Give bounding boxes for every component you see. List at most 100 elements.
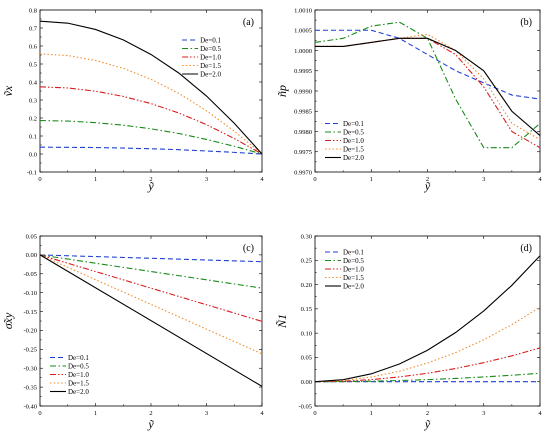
y-tick-label: -0.25 (23, 347, 37, 354)
legend-label: De=0.5 (343, 128, 364, 136)
y-tick-label: 1.0005 (294, 28, 312, 35)
panel-label: (d) (520, 243, 532, 254)
y-tick-label: -0.15 (23, 309, 37, 316)
x-tick-label: 1 (94, 410, 97, 417)
legend-label: De=0.5 (200, 45, 221, 53)
chart-panel-1: 0 1 2 3 4 0.9970 0.9975 0.9980 0.9985 0.9990 0.999… (275, 7, 542, 193)
y-tick-label: 0.0 (29, 151, 37, 158)
y-axis-label: Ñ1 (275, 314, 289, 329)
y-axis-label: σ̃xy (1, 312, 15, 329)
x-tick-label: 0 (313, 176, 316, 183)
y-tick-label: 0.1 (29, 133, 37, 140)
y-tick-label: 0.9990 (294, 88, 312, 95)
legend-label: De=1.0 (343, 137, 364, 145)
y-tick-label: -0.1 (27, 169, 37, 176)
y-tick-label: 0.30 (301, 233, 312, 240)
series-line-1 (39, 119, 263, 155)
series-line-4 (315, 37, 541, 136)
x-tick-label: 3 (205, 410, 208, 417)
series-line-4 (39, 20, 263, 155)
chart-panel-3: 0 1 2 3 4 -0.05 0.00 0.05 0.10 0.15 0.20 0.25 0.30 De… (275, 233, 542, 431)
legend-label: De=1.0 (68, 371, 89, 379)
x-tick-label: 4 (260, 176, 264, 183)
y-tick-label: -0.05 (23, 271, 37, 278)
legend-label: De=0.5 (68, 362, 89, 370)
x-tick-label: 4 (538, 410, 542, 417)
series-line-2 (39, 254, 263, 322)
x-tick-label: 4 (538, 176, 542, 183)
x-axis-label: ỹ (424, 179, 431, 193)
x-tick-label: 3 (205, 176, 208, 183)
x-axis-label: ỹ (147, 179, 154, 193)
legend-label: De=0.1 (343, 248, 364, 256)
y-tick-label: -0.05 (298, 403, 312, 410)
legend-label: De=2.0 (343, 154, 364, 162)
x-tick-label: 2 (426, 410, 429, 417)
y-tick-label: 1.0010 (294, 7, 312, 14)
x-axis-label: ỹ (424, 417, 431, 431)
y-tick-label: 0.9995 (294, 68, 312, 75)
series-line-4 (39, 254, 263, 387)
chart-panel-2: 0 1 2 3 4 -0.40 -0.35 -0.30 -0.25 -0.20 -0.15 -0.10… (1, 233, 264, 431)
y-tick-label: 0.20 (301, 282, 312, 289)
legend-label: De=1.5 (343, 274, 364, 282)
y-tick-label: 0.7 (29, 25, 38, 32)
legend-label: De=1.5 (68, 379, 89, 387)
legend-label: De=0.1 (343, 120, 364, 128)
legend-label: De=0.1 (68, 354, 89, 362)
y-tick-label: 0.05 (301, 355, 312, 362)
legend-label: De=2.0 (343, 282, 364, 290)
series-line-0 (39, 254, 263, 263)
x-tick-label: 0 (313, 410, 316, 417)
y-tick-label: 0.4 (29, 79, 38, 86)
x-tick-label: 1 (370, 176, 373, 183)
y-tick-label: 1.0000 (294, 48, 312, 55)
series-line-3 (314, 306, 541, 383)
y-tick-label: 0.3 (29, 97, 37, 104)
x-tick-label: 0 (38, 176, 41, 183)
series-line-1 (314, 21, 541, 149)
legend-label: De=2.0 (200, 70, 221, 78)
series-line-1 (314, 372, 541, 383)
series-line-0 (39, 146, 263, 155)
legend-label: De=0.5 (343, 257, 364, 265)
y-tick-label: 0.10 (301, 330, 312, 337)
x-axis-label: ỹ (147, 417, 154, 431)
y-tick-label: 0.9980 (294, 129, 312, 136)
series-line-4 (314, 255, 541, 383)
series-line-2 (39, 86, 263, 155)
y-tick-label: 0.5 (29, 61, 37, 68)
y-axis-label: ṽx (1, 85, 15, 96)
y-tick-label: -0.40 (23, 403, 37, 410)
y-tick-label: -0.20 (23, 328, 37, 335)
legend-label: De=2.0 (68, 388, 89, 396)
x-tick-label: 3 (482, 410, 485, 417)
x-tick-label: 4 (260, 410, 264, 417)
y-tick-label: 0.00 (26, 252, 37, 259)
x-tick-label: 1 (94, 176, 97, 183)
panel-label: (a) (243, 17, 254, 28)
y-axis-label: ñp (275, 85, 289, 97)
chart-panel-0: 0 1 2 3 4 -0.1 0.0 0.1 0.2 0.3 0.4 0.5 0.6 0.7 0.8 De=0… (1, 7, 264, 193)
y-tick-label: -0.35 (23, 384, 37, 391)
y-tick-label: 0.9970 (294, 169, 312, 176)
series-line-2 (314, 347, 541, 383)
x-tick-label: 3 (482, 176, 485, 183)
x-tick-label: 2 (149, 176, 152, 183)
series-line-3 (39, 254, 263, 355)
x-tick-label: 2 (426, 176, 429, 183)
legend-label: De=1.0 (200, 53, 221, 61)
y-tick-label: 0.15 (301, 306, 312, 313)
legend-label: De=0.1 (200, 36, 221, 44)
panel-label: (c) (243, 243, 254, 254)
panel-label: (b) (520, 17, 532, 28)
series-line-1 (39, 254, 263, 289)
y-tick-label: 0.9985 (294, 109, 312, 116)
x-tick-label: 1 (370, 410, 373, 417)
y-tick-label: 0.8 (29, 7, 37, 14)
legend-label: De=1.5 (343, 145, 364, 153)
series-line-0 (315, 29, 541, 100)
series-line-3 (39, 53, 263, 155)
x-tick-label: 0 (38, 410, 41, 417)
legend-label: De=1.5 (200, 62, 221, 70)
